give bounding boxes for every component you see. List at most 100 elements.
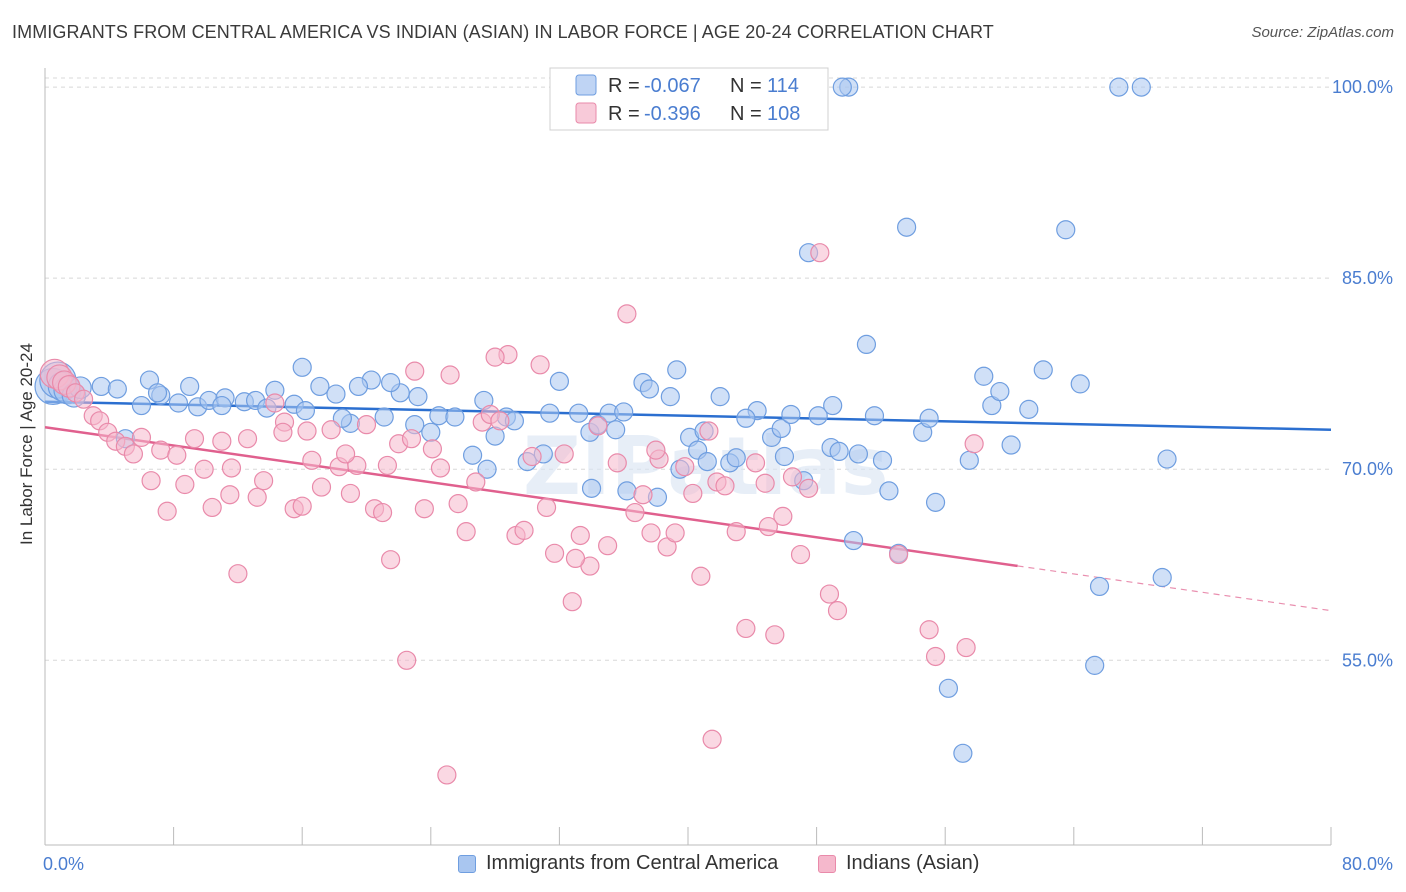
data-point-blue <box>697 451 717 472</box>
data-point-pink <box>405 361 425 381</box>
data-point-pink <box>675 457 695 477</box>
data-point-pink <box>202 497 222 518</box>
data-point-pink <box>221 458 242 478</box>
data-point-blue <box>1033 360 1053 380</box>
data-point-blue <box>1089 576 1110 597</box>
data-point-blue <box>614 402 634 422</box>
data-point-pink <box>536 497 557 518</box>
data-point-pink <box>530 355 550 375</box>
data-point-pink <box>782 467 803 487</box>
data-point-blue <box>1056 220 1076 240</box>
data-point-pink <box>414 499 434 519</box>
data-point-pink <box>773 506 793 526</box>
data-point-pink <box>292 496 312 516</box>
data-point-pink <box>544 543 565 563</box>
data-point-pink <box>755 473 775 493</box>
legend-swatch-blue <box>575 74 597 96</box>
data-point-blue <box>421 422 441 442</box>
data-point-blue <box>581 478 602 498</box>
data-point-pink <box>617 304 637 324</box>
data-point-pink <box>184 429 205 449</box>
data-point-pink <box>598 536 618 556</box>
data-point-pink <box>570 525 590 546</box>
data-point-pink <box>212 431 232 451</box>
legend-r-label: R = <box>608 103 640 125</box>
data-point-blue <box>326 384 346 404</box>
legend-r-label: R = <box>608 75 640 97</box>
data-point-blue <box>872 450 893 470</box>
data-point-blue <box>710 387 730 407</box>
data-point-pink <box>819 584 840 604</box>
bottom-legend-item-indians-asian: Indians (Asian) <box>818 852 979 875</box>
data-point-blue <box>1109 77 1129 97</box>
data-point-pink <box>377 455 397 476</box>
data-point-blue <box>959 450 979 470</box>
data-point-pink <box>336 444 356 464</box>
data-point-blue <box>180 376 200 397</box>
data-point-blue <box>808 406 828 426</box>
data-point-blue <box>848 444 868 464</box>
data-point-blue <box>549 371 570 391</box>
data-point-blue <box>774 446 795 467</box>
data-point-blue <box>212 395 232 416</box>
data-point-blue <box>168 393 189 413</box>
x-tick-labels: 0.0% 80.0% <box>43 854 1393 874</box>
data-point-pink <box>745 453 766 473</box>
data-point-blue <box>1152 567 1172 588</box>
data-point-blue <box>771 418 791 439</box>
data-point-pink <box>633 485 653 505</box>
data-point-blue <box>1001 435 1021 455</box>
data-point-pink <box>798 478 819 498</box>
bottom-legend-label: Indians (Asian) <box>846 852 980 874</box>
data-point-blue <box>660 387 680 407</box>
data-point-blue <box>897 217 917 237</box>
legend-n-label: N = <box>730 75 762 97</box>
legend-n-label: N = <box>730 103 762 125</box>
data-point-pink <box>888 544 909 565</box>
data-point-blue <box>1157 449 1177 469</box>
data-point-pink <box>565 548 586 569</box>
data-point-blue <box>131 395 152 416</box>
data-point-pink <box>607 453 627 473</box>
data-point-blue <box>348 376 369 397</box>
data-point-pink <box>297 421 317 441</box>
trend-line-extension-pink <box>1017 565 1332 612</box>
data-point-blue <box>332 408 352 428</box>
bottom-legend-label: Immigrants from Central America <box>486 852 779 874</box>
data-point-pink <box>683 483 703 504</box>
data-point-pink <box>254 471 274 491</box>
data-point-pink <box>490 411 510 431</box>
data-point-pink <box>437 765 457 785</box>
data-point-pink <box>715 476 735 496</box>
data-point-blue <box>864 406 885 426</box>
legend-swatch-pink <box>575 102 597 124</box>
data-point-pink <box>175 474 195 495</box>
data-point-blue <box>569 403 589 423</box>
data-point-pink <box>440 365 460 385</box>
y-tick-label: 70.0% <box>1342 459 1393 479</box>
data-point-pink <box>925 646 946 667</box>
y-tick-labels: 55.0% 70.0% 85.0% 100.0% <box>1332 77 1393 670</box>
data-point-pink <box>691 566 711 586</box>
data-point-pink <box>123 444 144 464</box>
legend-swatch-blue <box>458 854 476 873</box>
data-point-pink <box>448 494 468 514</box>
data-point-blue <box>856 334 877 355</box>
data-point-pink <box>919 620 939 640</box>
data-point-blue <box>879 481 899 501</box>
data-point-pink <box>311 477 332 497</box>
data-point-blue <box>829 441 849 462</box>
data-point-pink <box>736 618 756 639</box>
data-point-pink <box>466 472 486 492</box>
data-point-pink <box>194 459 214 479</box>
data-point-blue <box>429 406 449 426</box>
data-point-blue <box>381 373 401 393</box>
data-point-blue <box>736 408 756 428</box>
data-point-blue <box>1131 77 1151 97</box>
y-axis-label: In Labor Force | Age 20-24 <box>17 343 36 545</box>
data-point-pink <box>265 393 285 413</box>
data-point-pink <box>956 637 976 658</box>
data-point-blue <box>667 360 687 380</box>
data-point-pink <box>401 429 422 449</box>
